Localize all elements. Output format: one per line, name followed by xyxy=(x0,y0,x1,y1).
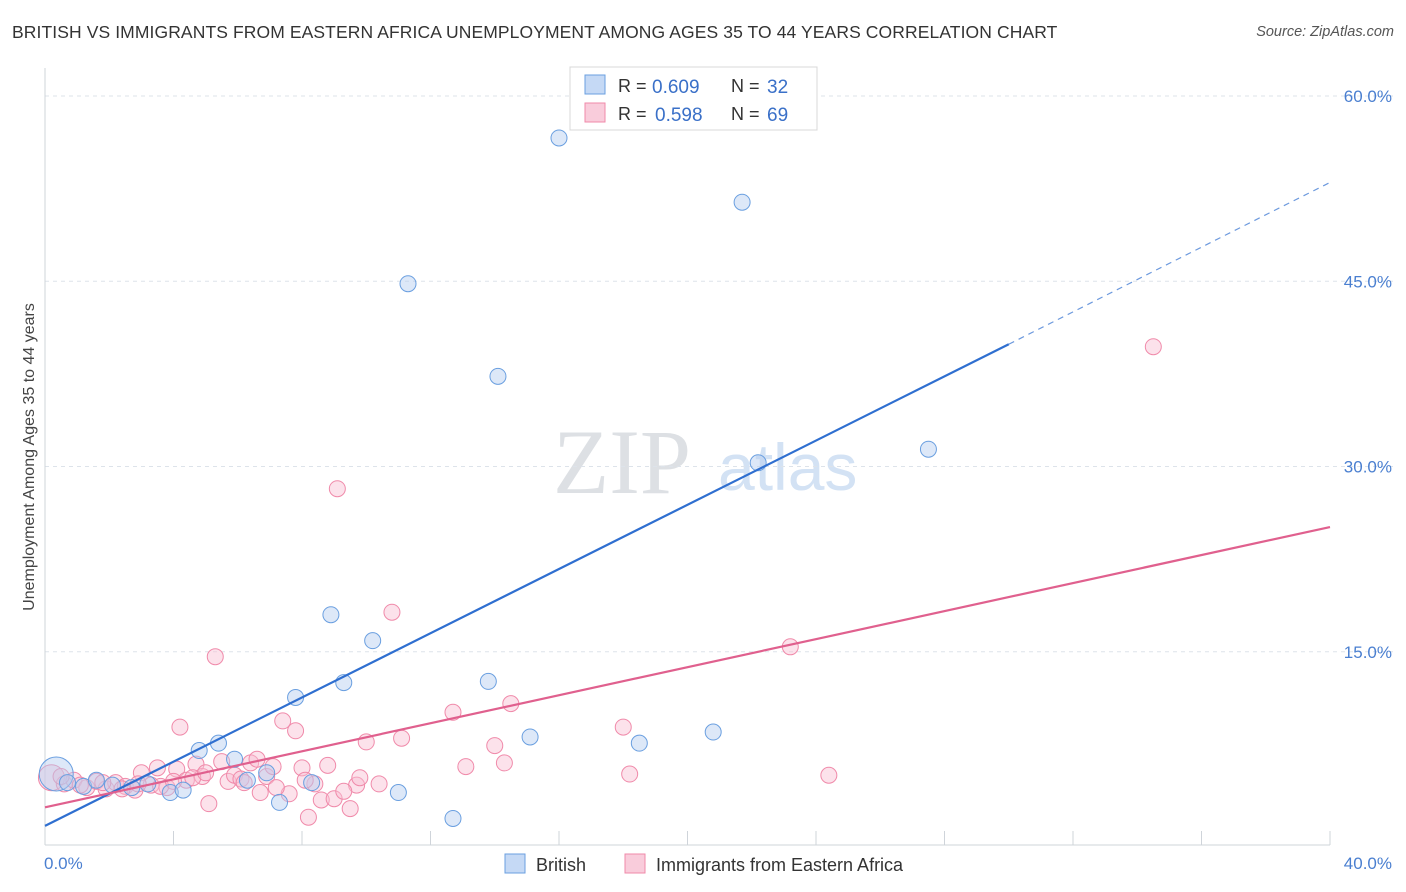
legend-n-label-immigrants: N = xyxy=(731,104,760,124)
bottom-legend-swatch-immigrants xyxy=(624,853,646,874)
immigrants-point-53 xyxy=(1144,338,1162,356)
immigrants-point-37 xyxy=(328,480,346,498)
immigrants-point-63 xyxy=(235,774,253,792)
stats-legend: R = 0.609 N = 32 R = 0.598 N = 69 xyxy=(569,66,818,131)
legend-r-label-british: R = xyxy=(618,76,647,96)
immigrants-point-34 xyxy=(312,791,330,809)
immigrants-point-19 xyxy=(206,648,224,666)
legend-swatch-immigrants xyxy=(584,102,606,123)
bottom-legend-immigrants: Immigrants from Eastern Africa xyxy=(656,855,904,875)
legend-r-label-immigrants: R = xyxy=(618,104,647,124)
british-point-0 xyxy=(38,756,74,792)
british-point-31 xyxy=(919,440,937,458)
y-tick-label-3: 60.0% xyxy=(1344,87,1392,106)
immigrants-point-49 xyxy=(614,718,632,736)
legend-r-value-british: 0.609 xyxy=(652,77,700,98)
immigrants-point-47 xyxy=(495,754,513,772)
immigrants-trend-line xyxy=(44,525,1331,809)
british-point-21 xyxy=(399,275,417,293)
british-point-29 xyxy=(733,193,751,211)
immigrants-point-38 xyxy=(341,800,359,818)
immigrants-point-65 xyxy=(267,779,285,797)
immigrants-point-18 xyxy=(200,795,218,813)
legend-r-value-immigrants: 0.598 xyxy=(655,105,703,126)
immigrants-point-25 xyxy=(251,784,269,802)
british-point-26 xyxy=(550,129,568,147)
british-point-17 xyxy=(322,606,340,624)
british-point-8 xyxy=(174,781,192,799)
immigrants-point-46 xyxy=(486,737,504,755)
british-point-14 xyxy=(271,793,289,811)
y-axis-label: Unemployment Among Ages 35 to 44 years xyxy=(21,303,38,611)
immigrants-point-54 xyxy=(52,767,70,785)
source-label: Source: ZipAtlas.com xyxy=(1256,24,1394,40)
watermark-atlas: atlas xyxy=(718,430,857,504)
legend-n-value-british: 32 xyxy=(767,77,788,98)
immigrants-point-41 xyxy=(370,775,388,793)
british-point-13 xyxy=(258,764,276,782)
immigrants-point-35 xyxy=(319,756,337,774)
x-tick-labels: 0.0% 40.0% xyxy=(44,854,1392,873)
british-point-23 xyxy=(479,672,497,690)
immigrants-point-43 xyxy=(393,729,411,747)
british-point-1 xyxy=(58,774,76,792)
british-point-7 xyxy=(161,784,179,802)
british-point-20 xyxy=(389,784,407,802)
immigrants-point-50 xyxy=(621,765,639,783)
legend-swatch-british xyxy=(584,74,606,95)
british-trend-line xyxy=(44,343,1010,827)
bottom-legend-british: British xyxy=(536,855,586,875)
british-point-24 xyxy=(489,367,507,385)
axes xyxy=(44,68,1331,846)
bottom-legend-swatch-british xyxy=(504,853,526,874)
y-tick-label-2: 45.0% xyxy=(1344,272,1392,291)
british-trend-line-extension xyxy=(1008,181,1331,345)
chart-title: BRITISH VS IMMIGRANTS FROM EASTERN AFRIC… xyxy=(12,22,1058,42)
immigrants-point-67 xyxy=(335,782,353,800)
british-point-27 xyxy=(630,734,648,752)
immigrants-point-68 xyxy=(351,769,369,787)
british-point-25 xyxy=(521,728,539,746)
y-tick-label-1: 30.0% xyxy=(1344,458,1392,477)
legend-n-label-british: N = xyxy=(731,76,760,96)
british-point-12 xyxy=(238,771,256,789)
y-tick-label-0: 15.0% xyxy=(1344,643,1392,662)
y-tick-labels: 15.0% 30.0% 45.0% 60.0% xyxy=(1344,87,1392,662)
british-point-19 xyxy=(364,632,382,650)
immigrants-point-32 xyxy=(299,808,317,826)
legend-n-value-immigrants: 69 xyxy=(767,105,788,126)
watermark-zip: ZIP xyxy=(553,411,691,513)
immigrants-point-14 xyxy=(171,718,189,736)
x-tick-label-1: 40.0% xyxy=(1344,854,1392,873)
immigrants-point-42 xyxy=(383,603,401,621)
immigrants-point-44 xyxy=(444,703,462,721)
british-point-11 xyxy=(226,750,244,768)
immigrants-point-30 xyxy=(287,722,305,740)
british-point-22 xyxy=(444,809,462,827)
british-point-16 xyxy=(303,774,321,792)
immigrants-point-28 xyxy=(274,712,292,730)
immigrants-point-45 xyxy=(457,758,475,776)
gridlines xyxy=(45,95,1393,653)
british-point-3 xyxy=(87,771,105,789)
immigrants-point-26 xyxy=(258,767,276,785)
bottom-legend: British Immigrants from Eastern Africa xyxy=(504,853,904,875)
british-point-28 xyxy=(704,723,722,741)
immigrants-point-52 xyxy=(820,766,838,784)
trend-lines xyxy=(44,181,1331,827)
x-tick-label-0: 0.0% xyxy=(44,854,83,873)
